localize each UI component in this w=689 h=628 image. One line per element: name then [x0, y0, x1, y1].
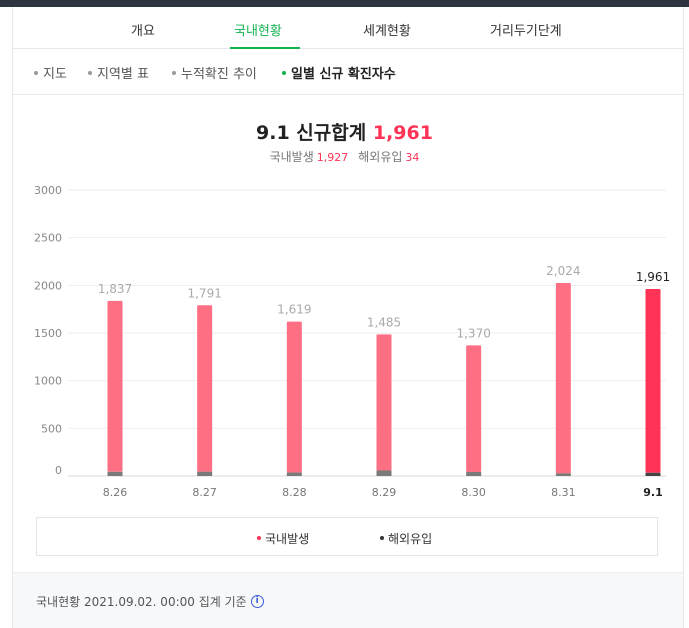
- subtab-label: 누적확진 추이: [181, 67, 257, 82]
- bullet-icon: [34, 70, 38, 75]
- y-tick-label: 500: [41, 422, 62, 435]
- tab-overview[interactable]: 개요: [131, 24, 155, 39]
- data-label: 1,370: [456, 326, 490, 340]
- y-tick-label: 2500: [34, 232, 62, 245]
- bar-domestic: [376, 334, 392, 471]
- chart-subtitle: 국내발생 1,927 해외유입 34: [0, 148, 689, 165]
- bullet-icon: [172, 70, 176, 75]
- main-tabs: 개요 국내현황 세계현황 거리두기단계: [12, 7, 684, 49]
- y-tick-label: 3000: [34, 184, 62, 197]
- legend-label: 국내발생: [265, 532, 310, 546]
- bar-overseas: [645, 472, 661, 476]
- content-frame: [12, 7, 684, 628]
- x-tick-label: 8.31: [551, 486, 576, 499]
- data-label: 1,791: [187, 286, 221, 300]
- legend-item-domestic: 국내발생: [257, 530, 309, 547]
- subtab-map[interactable]: 지도: [34, 63, 67, 82]
- chart-legend: 국내발생 해외유입: [36, 517, 658, 556]
- data-label: 2,024: [546, 264, 580, 278]
- bar-domestic: [466, 345, 482, 472]
- data-label: 1,837: [98, 282, 132, 296]
- footer-note: 국내현황 2021.09.02. 00:00 집계 기준 i: [36, 593, 264, 610]
- bar-overseas: [376, 470, 392, 476]
- y-tick-label: 1000: [34, 375, 62, 388]
- sub-tabs: 지도 지역별 표 누적확진 추이 일별 신규 확진자수: [12, 49, 684, 95]
- legend-dot-icon: [257, 535, 261, 540]
- active-tab-indicator: [230, 47, 300, 49]
- x-tick-label: 8.26: [103, 486, 128, 499]
- subtab-region-table[interactable]: 지역별 표: [88, 63, 149, 82]
- bullet-icon: [88, 70, 92, 75]
- data-label: 1,961: [636, 270, 670, 284]
- bar-overseas: [466, 471, 482, 476]
- bar-domestic: [197, 305, 213, 472]
- data-label: 1,619: [277, 303, 311, 317]
- bar-overseas: [286, 472, 302, 476]
- x-tick-label: 9.1: [643, 486, 663, 499]
- x-tick-label: 8.29: [372, 486, 397, 499]
- y-tick-label: 0: [55, 464, 62, 477]
- domestic-value: 1,927: [316, 151, 349, 164]
- bar-domestic: [107, 300, 123, 472]
- footer-text: 국내현황 2021.09.02. 00:00 집계 기준: [36, 595, 247, 609]
- legend-item-overseas: 해외유입: [380, 530, 432, 547]
- footer: 국내현황 2021.09.02. 00:00 집계 기준 i: [13, 572, 683, 628]
- subtab-daily-new[interactable]: 일별 신규 확진자수: [282, 63, 396, 82]
- subtab-cumulative-trend[interactable]: 누적확진 추이: [172, 63, 257, 82]
- daily-cases-chart: 0 500 1000 1500 2000 2500 3000 1,837 8.26 1,791 8.…: [34, 184, 670, 499]
- x-tick-label: 8.28: [282, 486, 307, 499]
- legend-dot-icon: [380, 535, 384, 540]
- info-icon[interactable]: i: [250, 595, 264, 608]
- overseas-value: 34: [405, 151, 420, 164]
- overseas-label: 해외유입: [358, 150, 403, 164]
- total-value: 1,961: [372, 122, 433, 144]
- tab-world[interactable]: 세계현황: [363, 24, 411, 39]
- bar-overseas: [107, 471, 123, 476]
- x-tick-label: 8.30: [461, 486, 486, 499]
- y-tick-label: 2000: [34, 279, 62, 292]
- legend-label: 해외유입: [388, 532, 433, 546]
- y-tick-label: 1500: [34, 327, 62, 340]
- top-bar: [0, 0, 689, 7]
- domestic-label: 국내발생: [269, 150, 314, 164]
- title-prefix: 9.1 신규합계: [256, 122, 367, 144]
- chart-title: 9.1 신규합계 1,961: [0, 118, 689, 145]
- bullet-icon: [282, 70, 286, 75]
- bar-domestic: [555, 283, 571, 474]
- subtab-label: 지도: [43, 67, 67, 82]
- x-tick-label: 8.27: [192, 486, 217, 499]
- subtab-label: 일별 신규 확진자수: [291, 67, 396, 82]
- bar-overseas: [197, 471, 213, 476]
- tab-distancing[interactable]: 거리두기단계: [490, 24, 562, 39]
- bar-domestic: [286, 321, 302, 473]
- subtab-label: 지역별 표: [97, 67, 149, 82]
- data-label: 1,485: [367, 315, 401, 329]
- bar-overseas: [555, 473, 571, 476]
- tab-domestic[interactable]: 국내현황: [234, 24, 282, 39]
- bar-domestic: [645, 289, 661, 473]
